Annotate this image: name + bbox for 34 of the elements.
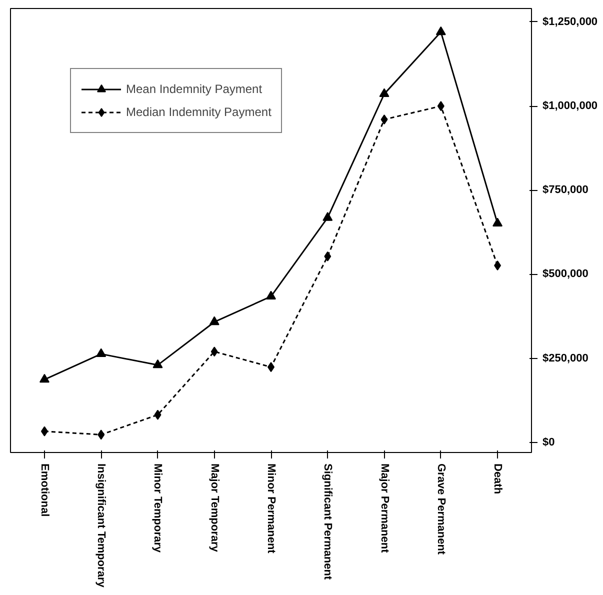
y-tick-label: $1,250,000 — [542, 16, 598, 28]
x-tick-label: Major Permanent — [378, 464, 390, 554]
x-tick-label: Minor Permanent — [265, 464, 277, 554]
point — [210, 346, 218, 357]
point — [436, 26, 446, 36]
x-tick-label: Significant Permanent — [322, 464, 334, 580]
y-tick-label: $1,000,000 — [542, 100, 598, 112]
point — [40, 426, 48, 436]
point — [39, 374, 50, 383]
point — [379, 88, 390, 98]
point — [492, 218, 503, 227]
point — [266, 290, 276, 300]
x-tick-label: Major Temporary — [208, 464, 220, 553]
point — [209, 316, 220, 326]
x-tick-label: Minor Temporary — [152, 464, 164, 554]
x-tick-label: Emotional — [38, 464, 50, 517]
point — [324, 251, 332, 262]
y-tick-label: $250,000 — [542, 352, 588, 364]
y-tick-label: $500,000 — [542, 268, 588, 280]
point — [437, 101, 444, 112]
point — [494, 260, 502, 270]
legend-label: Mean Indemnity Payment — [126, 82, 262, 96]
point — [380, 114, 388, 124]
y-tick-label: $750,000 — [542, 184, 588, 196]
point — [96, 348, 106, 358]
y-tick-label: $0 — [542, 436, 555, 448]
legend-label: Median Indemnity Payment — [126, 105, 272, 119]
x-tick-label: Insignificant Temporary — [95, 464, 108, 588]
point — [98, 430, 105, 440]
x-tick-label: Death — [492, 464, 504, 494]
point — [322, 212, 333, 221]
point — [152, 359, 163, 368]
x-tick-label: Grave Permanent — [434, 464, 447, 555]
point — [154, 410, 162, 420]
